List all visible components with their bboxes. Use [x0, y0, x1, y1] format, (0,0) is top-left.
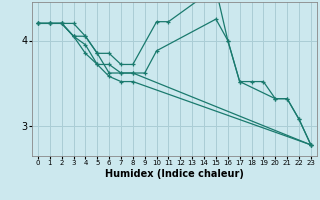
X-axis label: Humidex (Indice chaleur): Humidex (Indice chaleur): [105, 169, 244, 179]
